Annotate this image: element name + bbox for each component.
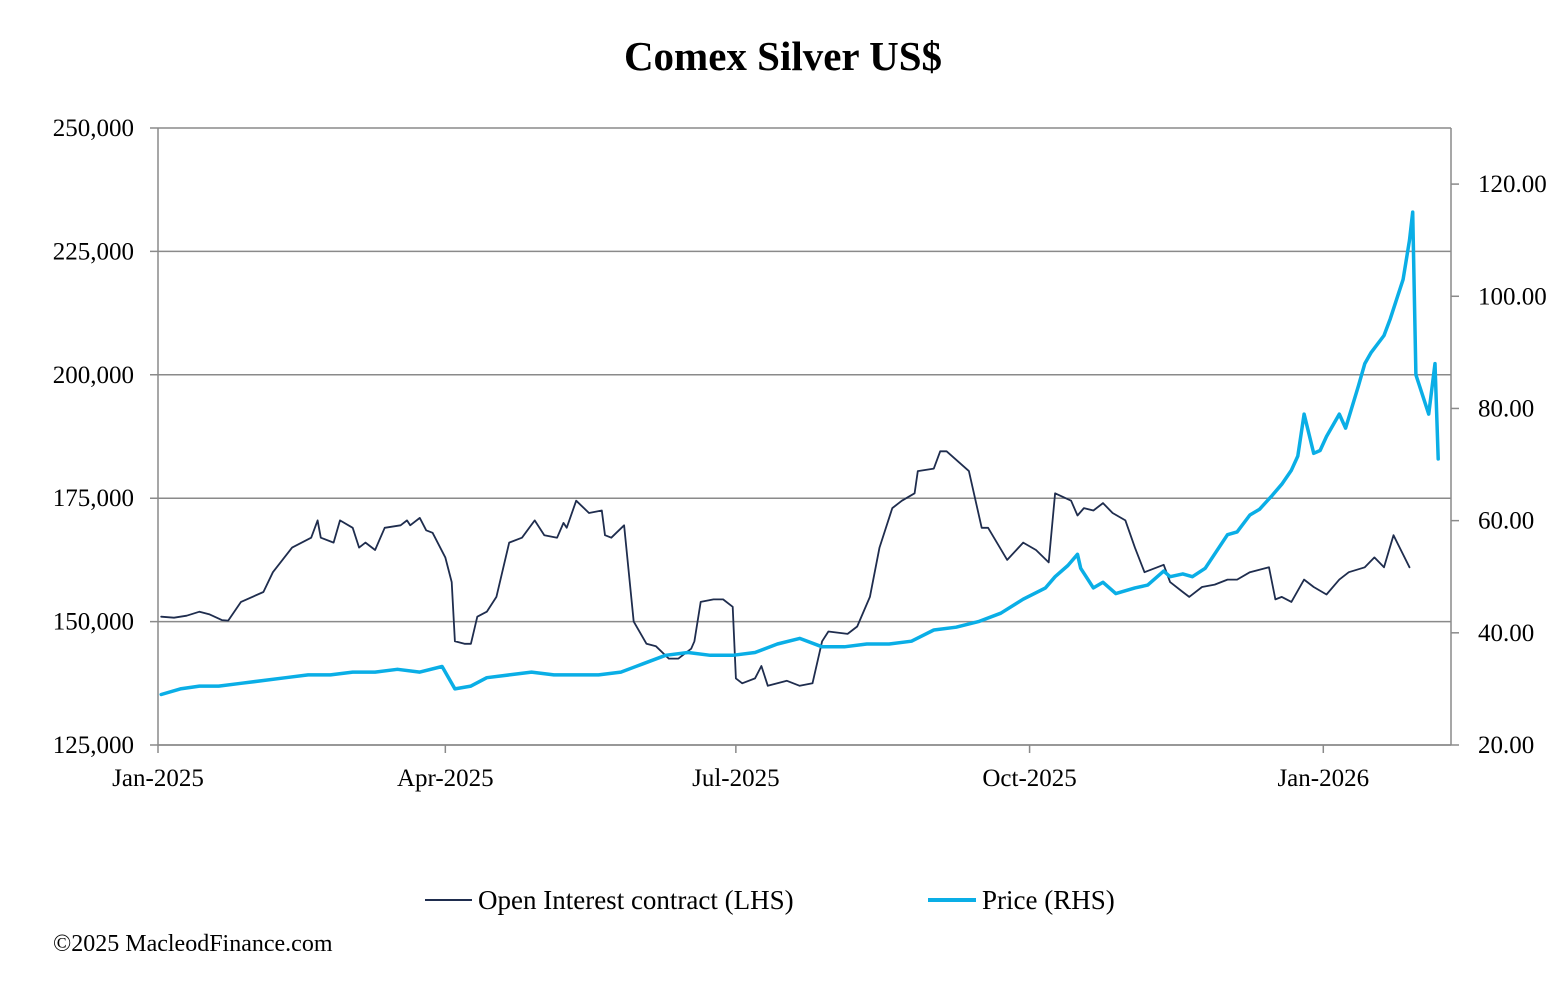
axes-layer: 125,000 150,000 175,000 200,000 225,000 250,0… — [53, 115, 1547, 792]
left-tick-label-4: 225,000 — [53, 238, 134, 265]
x-tick-label-3: Oct-2025 — [982, 765, 1076, 792]
series-line-open-interest — [160, 450, 1411, 687]
left-tick-label-0: 125,000 — [53, 732, 134, 759]
left-tick-label-3: 200,000 — [53, 362, 134, 389]
x-tick-label-0: Jan-2025 — [112, 765, 204, 792]
x-tick-label-2: Jul-2025 — [692, 765, 780, 792]
series-line-price — [159, 210, 1440, 697]
x-tick-label-4: Jan-2026 — [1277, 765, 1369, 792]
right-tick-label-0: 20.00 — [1478, 732, 1534, 759]
left-tick-label-1: 150,000 — [53, 609, 134, 636]
grid-layer — [150, 127, 1451, 746]
series-layer — [159, 210, 1440, 697]
left-tick-label-5: 250,000 — [53, 115, 134, 142]
right-tick-label-4: 100.00 — [1478, 283, 1547, 310]
x-tick-label-1: Apr-2025 — [397, 765, 494, 792]
copyright-credit: ©2025 MacleodFinance.com — [53, 931, 333, 957]
legend-label-price: Price (RHS) — [982, 885, 1115, 915]
right-tick-label-5: 120.00 — [1478, 171, 1547, 198]
right-tick-label-2: 60.00 — [1478, 508, 1534, 535]
legend: Open Interest contract (LHS) Price (RHS) — [425, 885, 1115, 915]
left-tick-label-2: 175,000 — [53, 485, 134, 512]
right-tick-label-1: 40.00 — [1478, 620, 1534, 647]
right-tick-label-3: 80.00 — [1478, 395, 1534, 422]
legend-label-open-interest: Open Interest contract (LHS) — [478, 885, 794, 915]
chart-title: Comex Silver US$ — [624, 33, 942, 79]
